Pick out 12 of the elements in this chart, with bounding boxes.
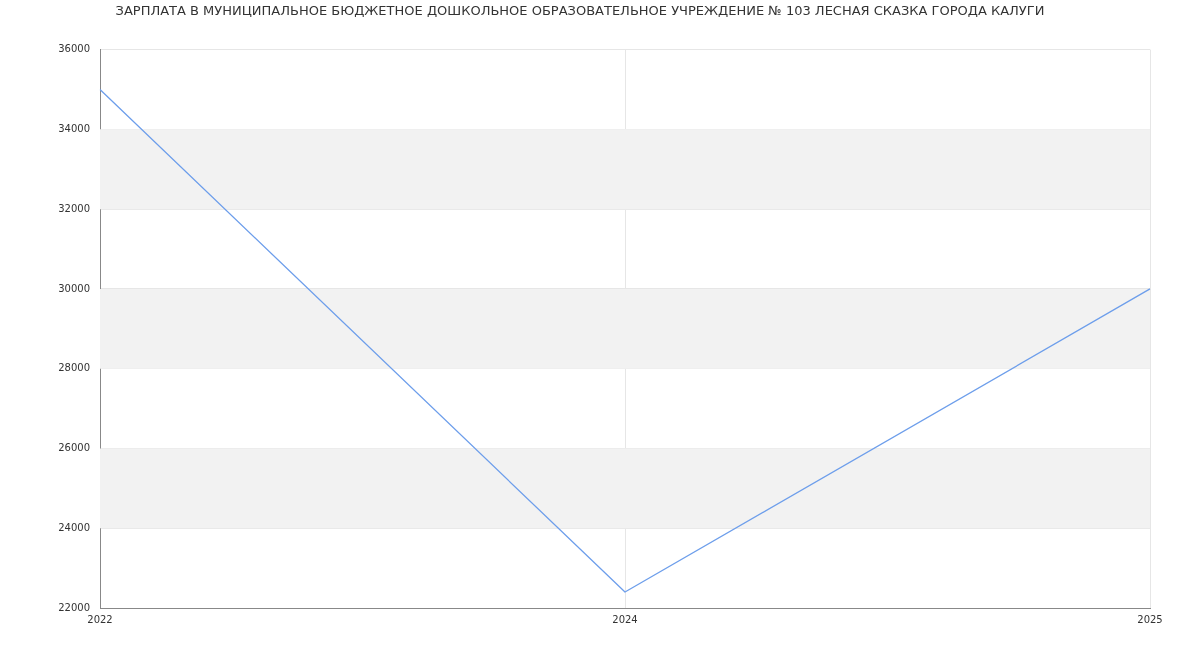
y-tick-label: 24000 bbox=[58, 521, 90, 533]
y-tick-label: 36000 bbox=[58, 43, 90, 55]
y-tick-label: 26000 bbox=[58, 442, 90, 454]
y-tick-label: 34000 bbox=[58, 122, 90, 134]
y-tick-label: 22000 bbox=[58, 601, 90, 613]
x-tick-label: 2025 bbox=[1137, 613, 1163, 625]
chart-title: ЗАРПЛАТА В МУНИЦИПАЛЬНОЕ БЮДЖЕТНОЕ ДОШКОЛЬНОЕ ОБРАЗОВАТЕЛЬНОЕ УЧРЕЖДЕНИЕ № 103 ЛЕСНАЯ СКАЗКА ГОРОДА КАЛУГИ bbox=[115, 3, 1045, 19]
x-tick-label: 2022 bbox=[87, 613, 113, 625]
x-tick-label: 2024 bbox=[612, 613, 638, 625]
y-tick-label: 30000 bbox=[58, 282, 90, 294]
y-tick-label: 28000 bbox=[58, 362, 90, 374]
y-tick-label: 32000 bbox=[58, 202, 90, 214]
